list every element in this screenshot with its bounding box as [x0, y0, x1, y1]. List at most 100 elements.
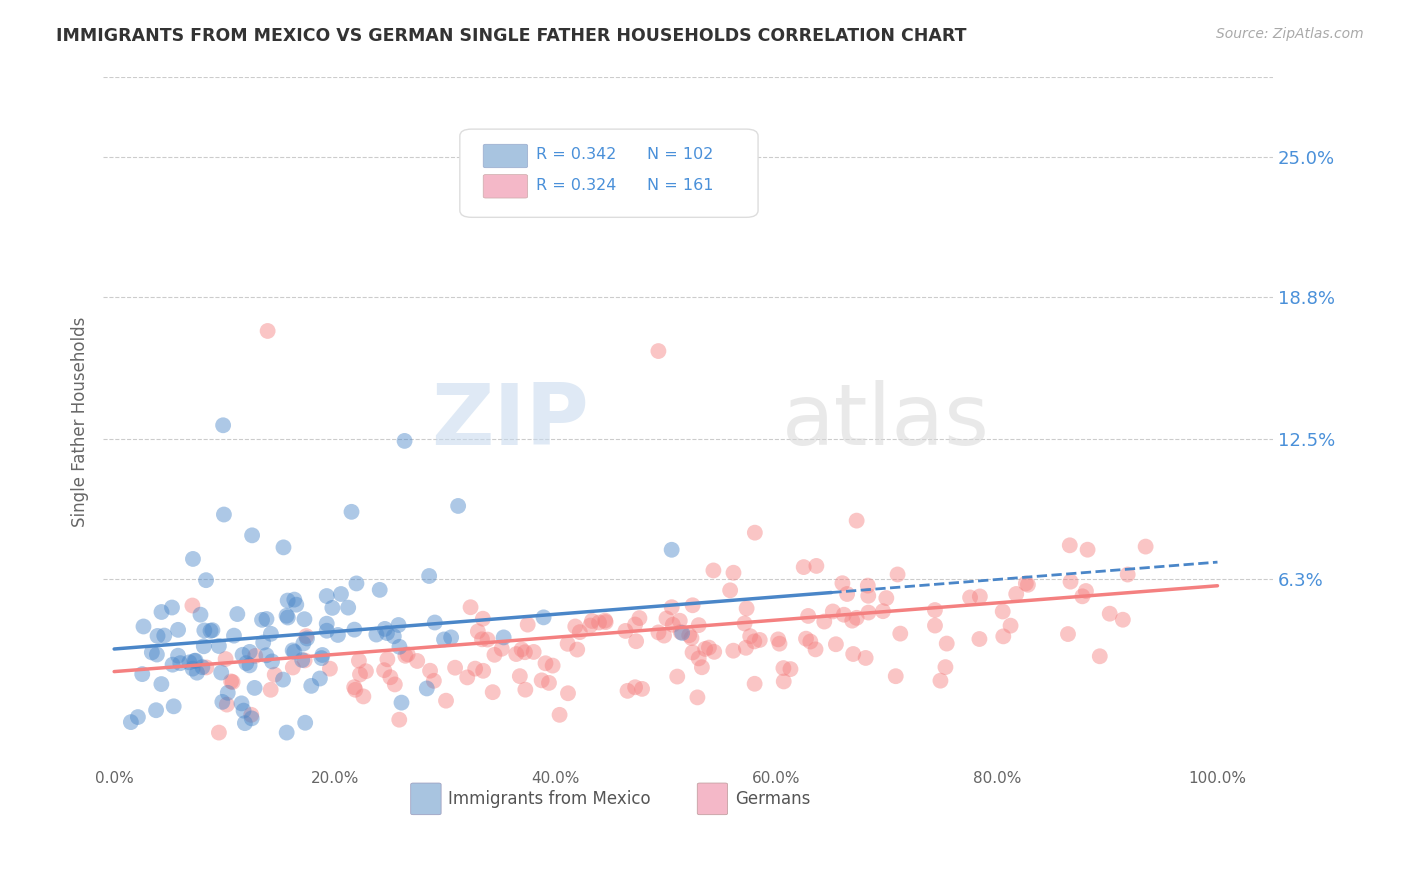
Point: [768, 637, 790, 651]
Point: [260, 627, 283, 641]
Point: [1017, 578, 1039, 592]
FancyBboxPatch shape: [460, 129, 758, 218]
Point: [523, 645, 546, 659]
Point: [375, 626, 398, 640]
Point: [212, 508, 235, 522]
Point: [884, 669, 907, 683]
Point: [394, 648, 416, 663]
Point: [291, 653, 314, 667]
Point: [530, 673, 553, 688]
Point: [150, 605, 173, 619]
Point: [330, 587, 353, 601]
Text: atlas: atlas: [782, 381, 990, 464]
Point: [295, 632, 318, 646]
Y-axis label: Single Father Households: Single Father Households: [72, 317, 89, 527]
Point: [217, 686, 239, 700]
Point: [169, 656, 191, 670]
Point: [624, 617, 647, 632]
Point: [534, 657, 557, 671]
Point: [366, 627, 388, 641]
Point: [718, 583, 741, 598]
Point: [703, 645, 725, 659]
Point: [516, 617, 538, 632]
Point: [695, 641, 717, 656]
Point: [384, 677, 406, 691]
Point: [886, 567, 908, 582]
Point: [294, 715, 316, 730]
Text: ZIP: ZIP: [430, 381, 589, 464]
Point: [352, 690, 374, 704]
Point: [831, 576, 853, 591]
Point: [889, 626, 911, 640]
Point: [423, 615, 446, 630]
Point: [215, 698, 238, 712]
Point: [481, 685, 503, 699]
Point: [969, 590, 991, 604]
Point: [276, 725, 298, 739]
Point: [240, 707, 263, 722]
Point: [742, 634, 765, 648]
Text: Immigrants from Mexico: Immigrants from Mexico: [449, 790, 651, 808]
Point: [337, 600, 360, 615]
Point: [146, 629, 169, 643]
Point: [195, 573, 218, 587]
Point: [858, 606, 880, 620]
Point: [233, 716, 256, 731]
Point: [373, 663, 395, 677]
Point: [283, 592, 305, 607]
Point: [208, 639, 231, 653]
Point: [631, 681, 654, 696]
Point: [477, 632, 499, 647]
Point: [120, 715, 142, 730]
Point: [969, 632, 991, 646]
Point: [179, 656, 201, 670]
Point: [131, 667, 153, 681]
Point: [380, 670, 402, 684]
Point: [797, 609, 820, 624]
Point: [283, 645, 305, 659]
Point: [377, 652, 399, 666]
Point: [388, 713, 411, 727]
Point: [239, 645, 262, 659]
Point: [744, 525, 766, 540]
Point: [271, 673, 294, 687]
Point: [201, 624, 224, 638]
Point: [141, 645, 163, 659]
Point: [628, 611, 651, 625]
Point: [799, 634, 821, 648]
Point: [347, 654, 370, 668]
Point: [1088, 649, 1111, 664]
Point: [505, 647, 527, 661]
Point: [471, 632, 494, 647]
Point: [416, 681, 439, 696]
Point: [460, 600, 482, 615]
Point: [281, 643, 304, 657]
Point: [256, 324, 278, 338]
Point: [181, 662, 204, 676]
Point: [821, 605, 844, 619]
Point: [934, 660, 956, 674]
Point: [661, 542, 683, 557]
Point: [662, 617, 685, 632]
Point: [588, 615, 610, 630]
Point: [856, 579, 879, 593]
Point: [243, 681, 266, 695]
Point: [593, 614, 616, 628]
Point: [1059, 538, 1081, 552]
Point: [678, 628, 700, 642]
Point: [855, 651, 877, 665]
Point: [167, 648, 190, 663]
Point: [419, 664, 441, 678]
Point: [256, 612, 278, 626]
Point: [208, 725, 231, 739]
Point: [1112, 613, 1135, 627]
Point: [396, 648, 419, 662]
Point: [766, 632, 789, 647]
Point: [163, 699, 186, 714]
Text: Germans: Germans: [735, 790, 810, 808]
Point: [492, 631, 515, 645]
Point: [1135, 540, 1157, 554]
Point: [872, 604, 894, 618]
Point: [564, 619, 586, 633]
Point: [394, 434, 416, 448]
